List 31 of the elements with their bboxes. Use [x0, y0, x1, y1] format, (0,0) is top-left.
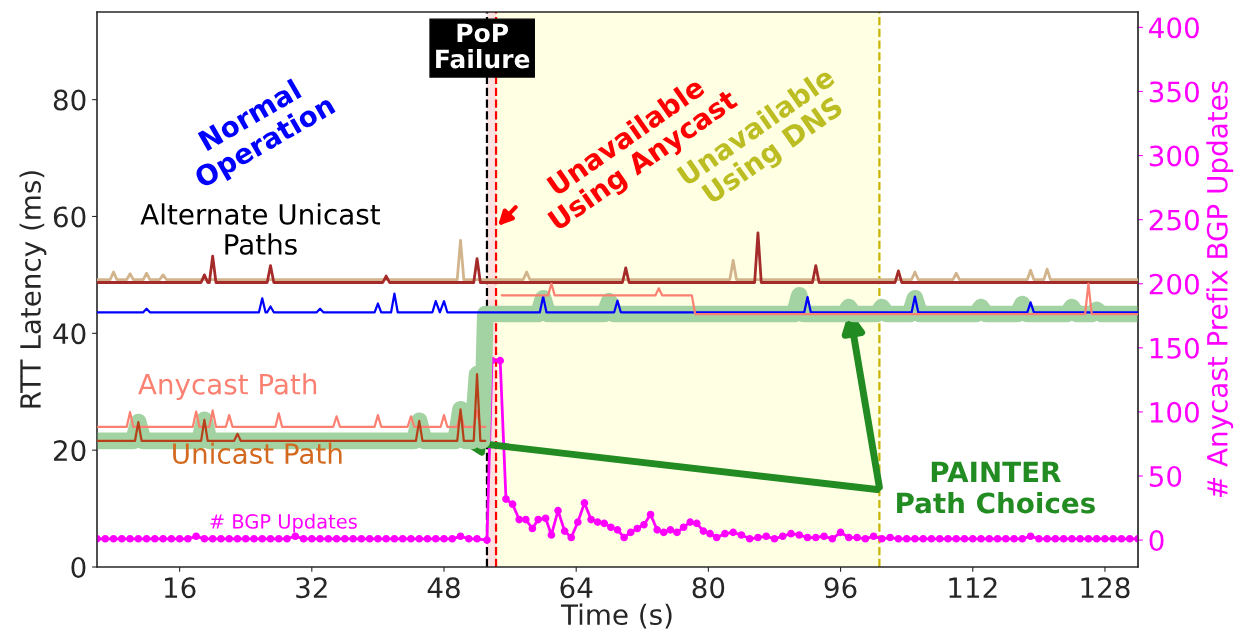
x-tick-label: 80	[692, 577, 725, 599]
x-tick-label: 112	[949, 577, 997, 598]
annotation: Alternate Unicast Paths	[140, 203, 380, 255]
y2-tick-label: 100	[1150, 401, 1199, 423]
y2-axis-title: # Anycast Prefix BGP Updates	[1206, 81, 1234, 497]
y2-tick-label: 50	[1149, 465, 1182, 487]
x-tick-label: 96	[824, 577, 857, 599]
x-tick-label: 64	[560, 577, 593, 599]
y2-tick-label: 0	[1149, 530, 1164, 552]
x-tick-label: 32	[296, 577, 327, 599]
series-label: Unicast Path	[173, 442, 342, 465]
y-tick-label: 40	[53, 323, 86, 345]
y2-tick-label: 250	[1149, 209, 1199, 231]
series-label: Anycast Path	[138, 373, 317, 401]
x-tick-label: 128	[1081, 577, 1130, 599]
y-tick-label: 20	[53, 440, 86, 462]
x-tick-label: 16	[165, 577, 196, 599]
y-tick-label: 0	[71, 556, 86, 578]
y-tick-label: 60	[53, 206, 86, 228]
series-label: # BGP Updates	[210, 513, 357, 533]
y2-tick-label: 350	[1149, 81, 1199, 103]
y-axis-title: RTT Latency (ms)	[19, 171, 47, 408]
ref-line-label: PoP Failure	[436, 23, 530, 69]
y2-tick-label: 400	[1149, 17, 1199, 39]
y2-tick-label: 150	[1150, 337, 1199, 359]
y-tick-label: 80	[53, 89, 86, 111]
text: PAINTER Path Choices	[897, 461, 1095, 514]
x-axis-title: Time (s)	[560, 603, 672, 629]
y2-tick-label: 300	[1149, 145, 1199, 167]
y2-tick-label: 200	[1149, 273, 1199, 295]
x-tick-label: 48	[427, 577, 460, 599]
